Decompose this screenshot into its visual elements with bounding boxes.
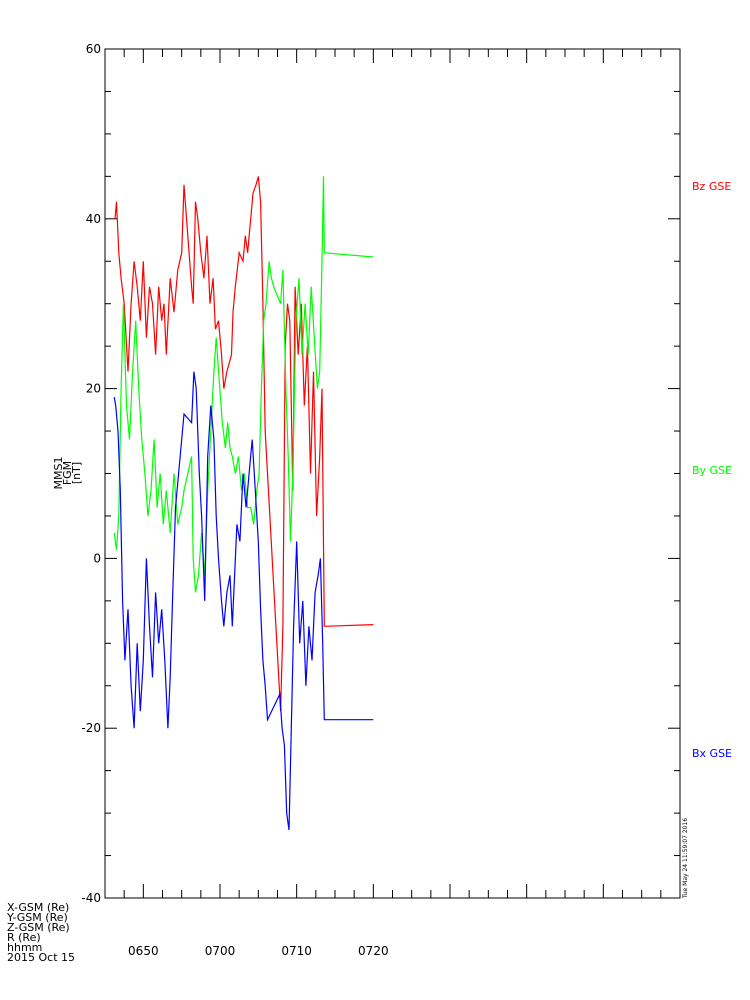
plot-frame: [104, 48, 681, 899]
y-tick-label: 0: [93, 551, 101, 565]
series-line-bx-gse: [113, 371, 374, 831]
y-tick-label: 20: [86, 382, 101, 396]
timestamp-stamp: Tue May 24 11:59:07 2016: [682, 818, 689, 899]
y-axis: -40 -20 0 20 40 60: [81, 42, 680, 905]
legend-by-gse: By GSE: [692, 464, 732, 477]
series-line-by-gse: [113, 176, 374, 593]
footer-line: 2015 Oct 15: [7, 951, 76, 964]
y-tick-label: 60: [86, 42, 101, 56]
y-tick-label: 40: [86, 212, 101, 226]
traces: [113, 176, 374, 831]
legend-bz-gse: Bz GSE: [692, 180, 731, 193]
x-tick-label: 0700: [205, 944, 236, 958]
x-axis: 0650 0700 0710 0720: [104, 49, 681, 958]
footer-labels: X-GSM (Re) Y-GSM (Re) Z-GSM (Re) R (Re) hhmm…: [7, 901, 76, 964]
legend: Bz GSE By GSE Bx GSE: [692, 180, 732, 760]
x-tick-label: 0720: [358, 944, 389, 958]
footer-line: R (Re): [7, 931, 41, 944]
footer-line: Y-GSM (Re): [7, 911, 68, 924]
y-axis-label: MMS1FGM[nT]: [52, 457, 83, 490]
footer-line: X-GSM (Re): [7, 901, 70, 914]
footer-line: Z-GSM (Re): [7, 921, 70, 934]
y-label-line: MMS1: [52, 457, 65, 490]
legend-bx-gse: Bx GSE: [692, 747, 732, 760]
y-tick-label: -40: [81, 891, 101, 905]
y-label-line: [nT]: [70, 462, 83, 484]
y-tick-label: -20: [81, 721, 101, 735]
y-label-line: FGM: [61, 461, 74, 485]
x-tick-label: 0650: [128, 944, 159, 958]
x-tick-label: 0710: [281, 944, 312, 958]
footer-line: hhmm: [7, 941, 43, 954]
